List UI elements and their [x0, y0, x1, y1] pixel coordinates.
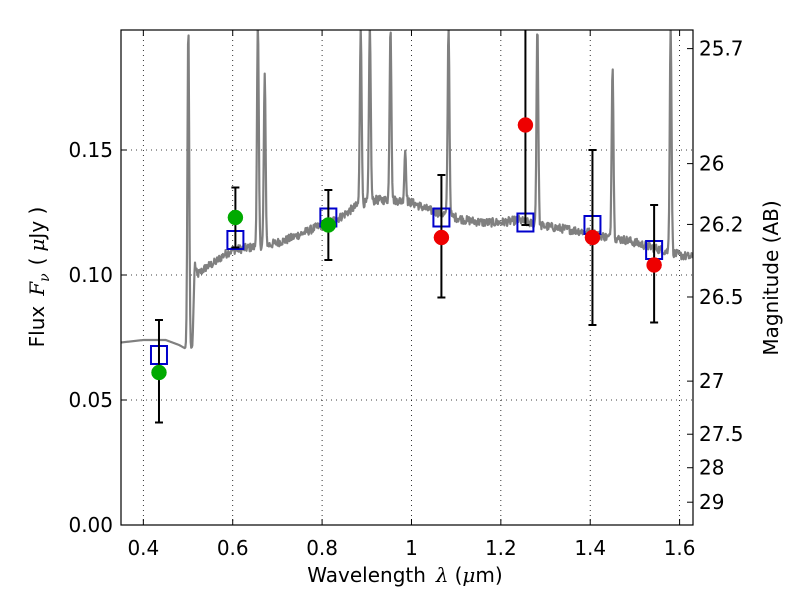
x-axis-title: Wavelength λ (μm) [307, 563, 502, 587]
x-tick-label: 1.4 [574, 536, 606, 560]
x-tick-label: 0.6 [217, 536, 249, 560]
x-title-symbol: λ [435, 563, 449, 587]
y-axis-left: 0.00 0.05 0.10 0.15 [68, 138, 127, 537]
x-title-unit-open: ( [455, 563, 463, 587]
x-tick-label: 1.6 [664, 536, 696, 560]
x-title-unit-mu: μ [462, 563, 475, 587]
observed-photometry-markers [151, 117, 662, 381]
observed-photometry-point [517, 117, 534, 133]
y-title-unit-open: ( [25, 258, 49, 266]
mag-tick-label: 28 [699, 456, 724, 480]
y-title-unit-rest: Jy ) [25, 207, 49, 241]
y-tick-label: 0.00 [68, 513, 113, 537]
observed-photometry-point [584, 229, 601, 246]
x-tick-label: 0.8 [306, 536, 338, 560]
observed-photometry-point [151, 364, 167, 381]
y-axis-right: 25.7 26 26.2 26.5 27 27.5 28 29 [687, 37, 744, 514]
x-title-unit-rest: m) [475, 563, 502, 587]
mag-tick-label: 26 [699, 152, 724, 176]
mag-tick-label: 27.5 [699, 422, 744, 446]
y-tick-label: 0.05 [68, 388, 113, 412]
y-tick-label: 0.10 [68, 263, 113, 287]
x-axis: 0.4 0.6 0.8 1 1.2 1.4 1.6 [127, 30, 696, 560]
x-tick-label: 0.4 [127, 536, 159, 560]
x-tick-label: 1 [405, 536, 418, 560]
plot-background [121, 30, 693, 525]
y-title-subscript: ν [37, 273, 53, 282]
x-tick-label: 1.2 [485, 536, 517, 560]
observed-photometry-point [433, 229, 450, 246]
y-axis-title-left: Flux Fν ( μJy ) [25, 207, 53, 348]
observed-photometry-point [646, 257, 662, 273]
observed-photometry-point [227, 209, 244, 226]
mag-tick-label: 26.5 [699, 285, 744, 309]
observed-photometry-point [320, 217, 337, 233]
mag-tick-label: 27 [699, 369, 724, 393]
x-title-prefix: Wavelength [307, 563, 426, 587]
y-axis-title-right: Magnitude (AB) [759, 200, 783, 355]
plot-frame [120, 29, 694, 526]
y-title-symbol: F [25, 281, 49, 297]
y-title-prefix: Flux [25, 306, 49, 348]
plot-area [121, 30, 693, 424]
y-tick-label: 0.15 [68, 138, 113, 162]
mag-tick-label: 26.2 [699, 212, 744, 236]
mag-tick-label: 29 [699, 490, 724, 514]
mag-tick-label: 25.7 [699, 37, 744, 61]
y-title-unit-mu: μ [25, 239, 49, 252]
grid-lines [121, 30, 693, 525]
